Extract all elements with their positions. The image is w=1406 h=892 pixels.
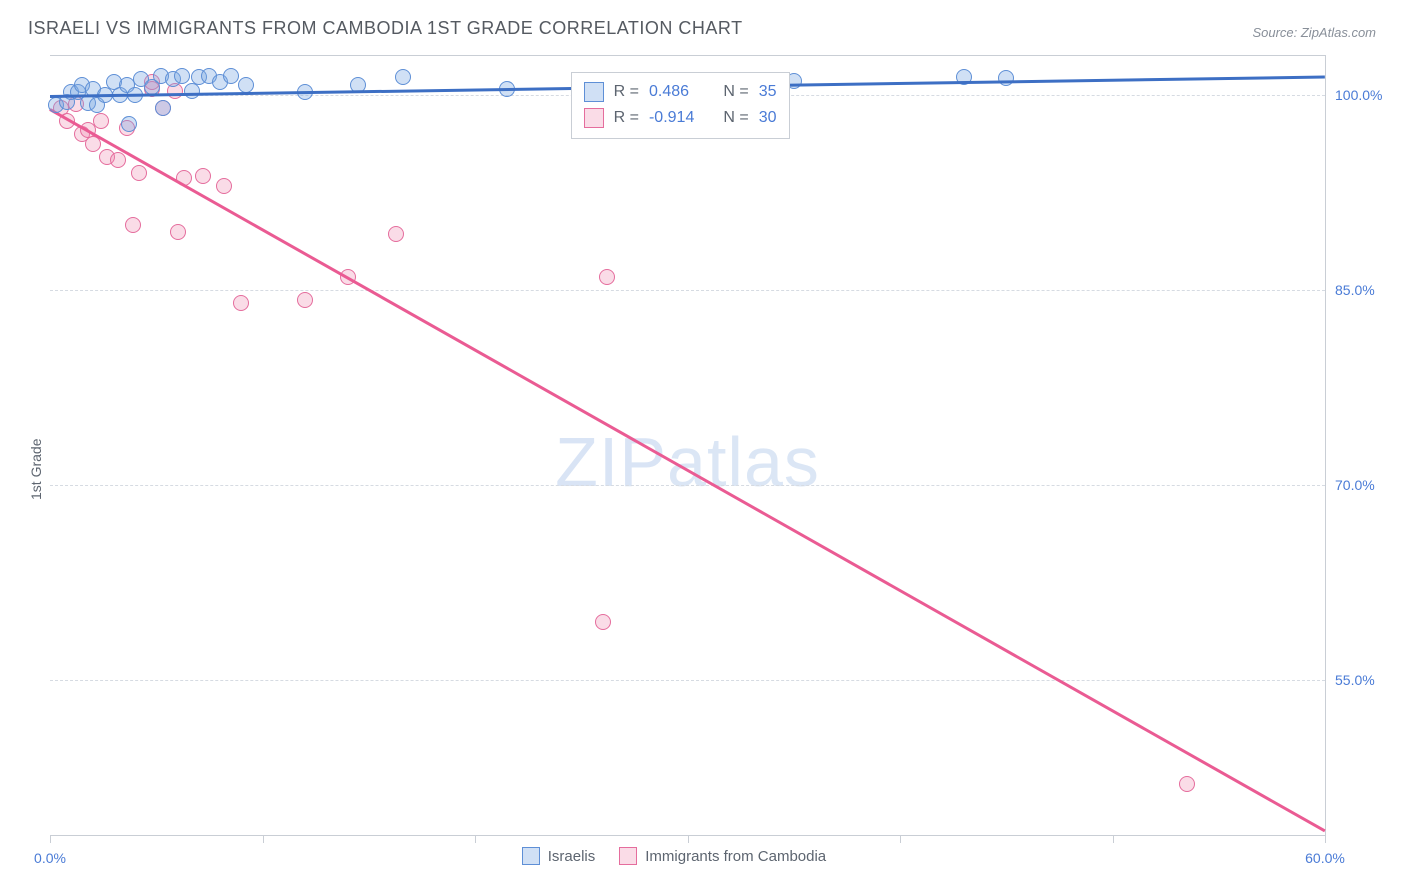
legend-label: Immigrants from Cambodia bbox=[645, 848, 826, 865]
data-point bbox=[395, 69, 411, 85]
legend-item: Israelis bbox=[522, 847, 596, 865]
r-label: R = bbox=[614, 109, 639, 127]
watermark: ZIPatlas bbox=[555, 422, 820, 502]
correlation-stats-box: R = 0.486 N = 35 R = -0.914 N = 30 bbox=[571, 72, 790, 139]
y-tick-label: 55.0% bbox=[1335, 672, 1385, 688]
data-point bbox=[155, 100, 171, 116]
y-tick-label: 70.0% bbox=[1335, 477, 1385, 493]
x-tick-label: 0.0% bbox=[34, 850, 66, 866]
n-value: 30 bbox=[759, 109, 777, 127]
stats-row: R = -0.914 N = 30 bbox=[584, 105, 777, 131]
data-point bbox=[121, 116, 137, 132]
x-tick bbox=[475, 836, 476, 843]
x-tick bbox=[1113, 836, 1114, 843]
x-tick-label: 60.0% bbox=[1305, 850, 1345, 866]
legend-swatch bbox=[619, 847, 637, 865]
data-point bbox=[184, 83, 200, 99]
gridline bbox=[50, 680, 1325, 681]
x-tick bbox=[900, 836, 901, 843]
data-point bbox=[110, 152, 126, 168]
plot-area: ZIPatlas 100.0%85.0%70.0%55.0%0.0%60.0%R… bbox=[50, 55, 1326, 836]
legend-swatch bbox=[522, 847, 540, 865]
x-tick bbox=[688, 836, 689, 843]
trend-line bbox=[49, 108, 1325, 832]
data-point bbox=[297, 292, 313, 308]
n-label: N = bbox=[719, 83, 749, 101]
data-point bbox=[85, 136, 101, 152]
stats-row: R = 0.486 N = 35 bbox=[584, 79, 777, 105]
n-label: N = bbox=[719, 109, 749, 127]
r-label: R = bbox=[614, 83, 639, 101]
data-point bbox=[195, 168, 211, 184]
data-point bbox=[131, 165, 147, 181]
r-value: 0.486 bbox=[649, 83, 709, 101]
gridline bbox=[50, 485, 1325, 486]
data-point bbox=[170, 224, 186, 240]
data-point bbox=[93, 113, 109, 129]
data-point bbox=[125, 217, 141, 233]
data-point bbox=[599, 269, 615, 285]
n-value: 35 bbox=[759, 83, 777, 101]
data-point bbox=[238, 77, 254, 93]
legend-swatch bbox=[584, 82, 604, 102]
data-point bbox=[233, 295, 249, 311]
x-tick bbox=[263, 836, 264, 843]
x-tick bbox=[1325, 836, 1326, 843]
y-axis-label: 1st Grade bbox=[28, 439, 44, 500]
data-point bbox=[1179, 776, 1195, 792]
y-tick-label: 100.0% bbox=[1335, 87, 1385, 103]
legend-label: Israelis bbox=[548, 848, 596, 865]
chart-canvas: ISRAELI VS IMMIGRANTS FROM CAMBODIA 1ST … bbox=[0, 0, 1406, 892]
r-value: -0.914 bbox=[649, 109, 709, 127]
x-tick bbox=[50, 836, 51, 843]
source-citation: Source: ZipAtlas.com bbox=[1252, 25, 1376, 40]
gridline bbox=[50, 290, 1325, 291]
data-point bbox=[388, 226, 404, 242]
data-point bbox=[998, 70, 1014, 86]
data-point bbox=[216, 178, 232, 194]
legend-swatch bbox=[584, 108, 604, 128]
chart-title: ISRAELI VS IMMIGRANTS FROM CAMBODIA 1ST … bbox=[28, 18, 743, 39]
legend-item: Immigrants from Cambodia bbox=[619, 847, 826, 865]
legend: Israelis Immigrants from Cambodia bbox=[522, 847, 826, 865]
data-point bbox=[174, 68, 190, 84]
data-point bbox=[595, 614, 611, 630]
data-point bbox=[223, 68, 239, 84]
y-tick-label: 85.0% bbox=[1335, 282, 1385, 298]
